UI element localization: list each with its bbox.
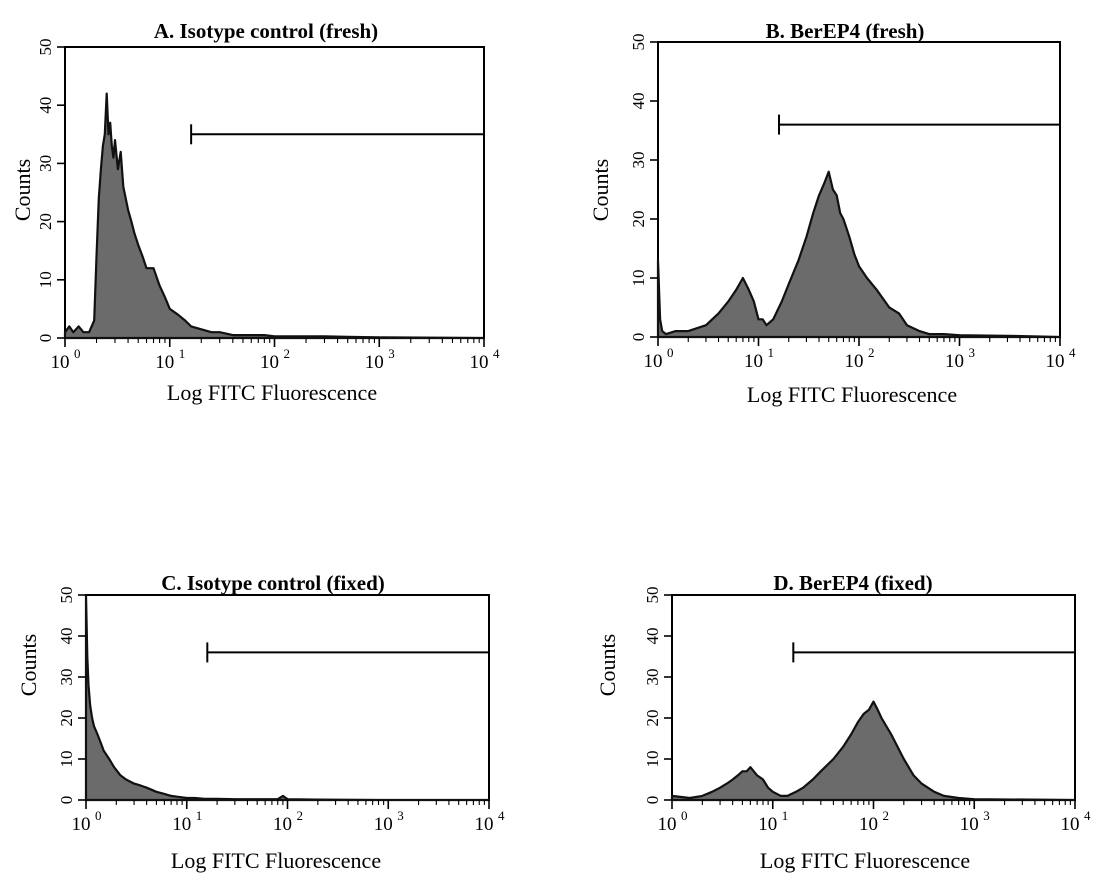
panel-a-xlabel: Log FITC Fluorescence (167, 380, 377, 405)
panel-d: D. BerEP4 (fixed) Log FITC Fluorescence … (595, 571, 1091, 873)
panel-c-xtick-label: 10 (72, 814, 91, 835)
panel-d-xtick-exponent: 2 (883, 808, 890, 823)
panel-a-xtick-exponent: 1 (179, 346, 186, 361)
panel-c-xtick-exponent: 3 (397, 808, 404, 823)
panel-a-xtick-exponent: 3 (388, 346, 395, 361)
panel-b-xlabel: Log FITC Fluorescence (747, 382, 957, 407)
panel-d-ytick-label: 50 (643, 587, 662, 604)
panel-c-xtick-exponent: 2 (297, 808, 304, 823)
panel-a-ytick-label: 50 (36, 39, 55, 56)
panel-d-xlabel: Log FITC Fluorescence (760, 848, 970, 873)
panel-a-title: A. Isotype control (fresh) (154, 19, 378, 43)
panel-c-xlabel: Log FITC Fluorescence (171, 848, 381, 873)
panel-b-ytick-label: 40 (629, 93, 648, 110)
panel-a-ytick-label: 40 (36, 97, 55, 114)
panel-c-xtick-label: 10 (273, 814, 292, 835)
panel-b: B. BerEP4 (fresh) Log FITC Fluorescence … (588, 19, 1076, 407)
panel-d-xtick-label: 10 (1061, 814, 1080, 835)
panel-c-histogram (84, 593, 491, 802)
panel-d-xtick-label: 10 (960, 814, 979, 835)
panel-d-ylabel: Counts (595, 634, 620, 696)
panel-b-xtick-exponent: 2 (868, 345, 875, 360)
panel-a-xtick-exponent: 0 (74, 346, 81, 361)
panel-b-ylabel: Counts (588, 159, 613, 221)
panel-a-xtick-label: 10 (470, 352, 489, 373)
panel-c-xtick-label: 10 (374, 814, 393, 835)
panel-d-histogram (670, 700, 1077, 802)
panel-a: A. Isotype control (fresh) Log FITC Fluo… (10, 19, 500, 405)
panel-c-ytick-label: 0 (57, 796, 76, 805)
panel-d-xtick-exponent: 4 (1084, 808, 1091, 823)
panel-a-ytick-label: 0 (36, 334, 55, 343)
panel-c-ytick-label: 30 (57, 669, 76, 686)
panel-d-title: D. BerEP4 (fixed) (773, 571, 932, 595)
panel-c-xtick-exponent: 1 (196, 808, 203, 823)
panel-a-xtick-exponent: 2 (284, 346, 291, 361)
panel-b-xtick-label: 10 (644, 351, 663, 372)
panel-a-histogram (63, 92, 486, 340)
panel-b-xtick-label: 10 (744, 351, 763, 372)
panel-c-xtick-exponent: 0 (95, 808, 102, 823)
panel-d-ytick-label: 30 (643, 669, 662, 686)
panel-a-ylabel: Counts (10, 159, 35, 221)
panel-a-xtick-label: 10 (365, 352, 384, 373)
panel-d-xtick-label: 10 (859, 814, 878, 835)
panel-c-ytick-label: 10 (57, 751, 76, 768)
panel-d-xtick-exponent: 0 (681, 808, 688, 823)
panel-b-title: B. BerEP4 (fresh) (766, 19, 925, 43)
panel-b-ytick-label: 50 (629, 34, 648, 51)
panel-b-xtick-exponent: 1 (768, 345, 775, 360)
panel-d-ytick-label: 20 (643, 710, 662, 727)
panel-d-xtick-exponent: 3 (983, 808, 990, 823)
panel-d-ytick-label: 10 (643, 751, 662, 768)
panel-c-title: C. Isotype control (fixed) (161, 571, 385, 595)
panel-b-histogram (656, 170, 1062, 339)
panel-b-ytick-label: 10 (629, 270, 648, 287)
panel-c-xtick-label: 10 (475, 814, 494, 835)
panel-c-xtick-label: 10 (172, 814, 191, 835)
panel-d-xtick-label: 10 (658, 814, 677, 835)
panel-d-ytick-label: 40 (643, 628, 662, 645)
panel-a-ytick-label: 30 (36, 155, 55, 172)
panel-b-ytick-label: 20 (629, 211, 648, 228)
panel-b-xtick-label: 10 (945, 351, 964, 372)
panel-c-ytick-label: 40 (57, 628, 76, 645)
panel-d-xtick-exponent: 1 (782, 808, 789, 823)
panel-b-ytick-label: 30 (629, 152, 648, 169)
panel-b-xtick-label: 10 (845, 351, 864, 372)
panel-a-xtick-label: 10 (51, 352, 70, 373)
panel-c: C. Isotype control (fixed) Log FITC Fluo… (16, 571, 505, 873)
panel-c-ylabel: Counts (16, 634, 41, 696)
panel-d-xtick-label: 10 (758, 814, 777, 835)
panel-c-ytick-label: 50 (57, 587, 76, 604)
panel-d-ytick-label: 0 (643, 796, 662, 805)
panel-b-xtick-exponent: 0 (667, 345, 674, 360)
panel-b-ytick-label: 0 (629, 333, 648, 342)
panel-c-ytick-label: 20 (57, 710, 76, 727)
panel-a-ytick-label: 20 (36, 213, 55, 230)
panel-b-xtick-exponent: 4 (1069, 345, 1076, 360)
panel-c-frame (85, 594, 490, 801)
panel-b-xtick-exponent: 3 (969, 345, 976, 360)
panel-b-xtick-label: 10 (1046, 351, 1065, 372)
panel-c-xtick-exponent: 4 (498, 808, 505, 823)
panel-a-xtick-label: 10 (260, 352, 279, 373)
panel-a-ytick-label: 10 (36, 271, 55, 288)
panel-a-xtick-exponent: 4 (493, 346, 500, 361)
panel-a-xtick-label: 10 (155, 352, 174, 373)
